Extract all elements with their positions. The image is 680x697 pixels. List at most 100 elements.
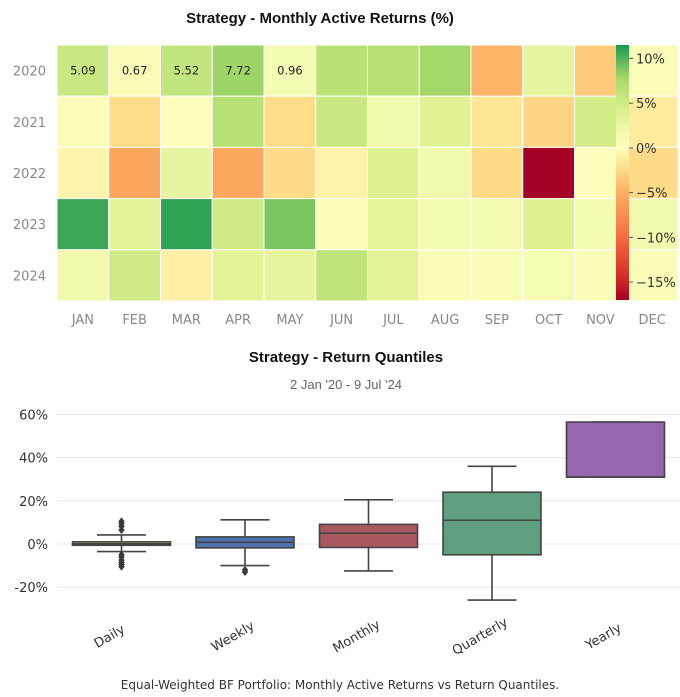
heatmap-cell bbox=[211, 249, 265, 302]
heatmap-cell bbox=[367, 146, 420, 200]
heatmap-cell bbox=[522, 249, 575, 302]
heatmap-y-tick-label: 2020 bbox=[13, 65, 46, 80]
heatmap-chart: Strategy - Monthly Active Returns (%) 5.… bbox=[13, 10, 679, 328]
heatmap-cell bbox=[522, 44, 575, 97]
boxplot-boxes bbox=[71, 421, 666, 601]
figure-svg: Strategy - Monthly Active Returns (%) 5.… bbox=[13, 10, 680, 659]
colorbar bbox=[616, 45, 629, 300]
heatmap-cell bbox=[56, 198, 110, 251]
heatmap-cell bbox=[56, 95, 110, 148]
heatmap-x-tick-label: APR bbox=[225, 313, 251, 328]
heatmap-y-tick-label: 2022 bbox=[13, 167, 46, 182]
heatmap-annotations: 5.09 0.67 5.52 7.72 0.96 bbox=[70, 64, 303, 78]
box-yearly bbox=[565, 421, 666, 478]
heatmap-cell bbox=[160, 249, 213, 302]
heatmap-cell bbox=[315, 146, 368, 200]
heatmap-x-tick-label: FEB bbox=[122, 313, 147, 328]
colorbar-tick-label: 10% bbox=[636, 52, 665, 67]
heatmap-cell bbox=[367, 249, 420, 302]
heatmap-cell bbox=[625, 146, 679, 200]
boxplot-x-tick-label: Yearly bbox=[582, 621, 624, 654]
heatmap-cell bbox=[263, 146, 317, 200]
heatmap-x-tick-label: JAN bbox=[71, 313, 94, 328]
boxplot-title: Strategy - Return Quantiles bbox=[249, 349, 443, 366]
box-daily bbox=[71, 517, 172, 571]
heatmap-x-tick-label: OCT bbox=[535, 313, 562, 328]
heatmap-cell bbox=[56, 44, 110, 97]
boxplot-x-tick-label: Quarterly bbox=[450, 615, 511, 659]
heatmap-cell bbox=[160, 198, 213, 251]
boxplot-x-ticks: Daily Weekly Monthly Quarterly Yearly bbox=[92, 615, 625, 659]
box-quarterly bbox=[442, 465, 542, 601]
box-weekly bbox=[195, 519, 295, 577]
heatmap-x-tick-label: MAY bbox=[276, 313, 303, 328]
heatmap-title: Strategy - Monthly Active Returns (%) bbox=[186, 10, 454, 27]
heatmap-y-tick-label: 2021 bbox=[13, 116, 46, 131]
heatmap-cell bbox=[56, 146, 110, 200]
heatmap-cell bbox=[418, 146, 472, 200]
heatmap-cell bbox=[315, 249, 368, 302]
heatmap-cell bbox=[625, 249, 679, 302]
heatmap-cell-label: 0.96 bbox=[277, 64, 303, 78]
colorbar-tick-label: −5% bbox=[636, 187, 668, 202]
boxplot-y-tick-label: 20% bbox=[19, 495, 48, 510]
heatmap-cell bbox=[367, 95, 420, 148]
box-outlier bbox=[241, 568, 249, 577]
heatmap-cell-label: 0.67 bbox=[122, 64, 148, 78]
heatmap-cell bbox=[470, 249, 524, 302]
boxplot-y-tick-label: 0% bbox=[27, 538, 48, 553]
heatmap-y-ticks: 2020 2021 2022 2023 2024 bbox=[13, 65, 46, 285]
heatmap-cell bbox=[160, 44, 213, 97]
heatmap-cell bbox=[315, 198, 368, 251]
heatmap-x-tick-label: DEC bbox=[638, 313, 665, 328]
heatmap-cell bbox=[108, 198, 161, 251]
heatmap-cell bbox=[160, 95, 213, 148]
boxplot-y-ticks: 60% 40% 20% 0% -20% bbox=[14, 409, 48, 597]
heatmap-cell-label: 7.72 bbox=[225, 64, 251, 78]
heatmap-cell bbox=[367, 44, 420, 97]
heatmap-cell bbox=[211, 198, 265, 251]
boxplot-x-tick-label: Daily bbox=[92, 622, 128, 652]
colorbar-ticks: 10% 5% 0% −5% −10% −15% bbox=[629, 52, 676, 291]
heatmap-x-tick-label: NOV bbox=[586, 313, 615, 328]
heatmap-x-tick-label: SEP bbox=[485, 313, 509, 328]
box-outlier bbox=[118, 562, 125, 571]
heatmap-cell bbox=[418, 249, 472, 302]
boxplot-y-tick-label: -20% bbox=[14, 581, 48, 596]
heatmap-y-tick-label: 2023 bbox=[13, 218, 46, 233]
heatmap-cell bbox=[108, 95, 161, 148]
heatmap-cell bbox=[418, 95, 472, 148]
boxplot-x-tick-label: Monthly bbox=[330, 617, 383, 656]
heatmap-cell bbox=[418, 44, 472, 97]
heatmap-cells bbox=[56, 44, 679, 302]
colorbar-tick-label: −10% bbox=[636, 231, 676, 246]
boxplot-y-tick-label: 40% bbox=[19, 452, 48, 467]
colorbar-tick-label: 5% bbox=[636, 97, 657, 112]
box-iqr bbox=[565, 421, 666, 478]
heatmap-x-tick-label: MAR bbox=[172, 313, 201, 328]
heatmap-cell bbox=[470, 198, 524, 251]
heatmap-x-tick-label: JUN bbox=[329, 313, 353, 328]
boxplot-y-tick-label: 60% bbox=[19, 409, 48, 424]
heatmap-x-ticks: JAN FEB MAR APR MAY JUN JUL AUG SEP OCT NOV DEC bbox=[71, 313, 666, 328]
box-iqr bbox=[318, 523, 419, 549]
heatmap-cell bbox=[56, 249, 110, 302]
heatmap-cell bbox=[108, 44, 161, 97]
figure-caption: Equal-Weighted BF Portfolio: Monthly Act… bbox=[120, 678, 560, 692]
heatmap-x-tick-label: AUG bbox=[431, 313, 459, 328]
heatmap-cell-label: 5.52 bbox=[174, 64, 200, 78]
heatmap-cell bbox=[418, 198, 472, 251]
box-iqr bbox=[442, 491, 542, 556]
box-outlier bbox=[118, 525, 125, 534]
heatmap-cell bbox=[263, 198, 317, 251]
heatmap-cell bbox=[263, 95, 317, 148]
heatmap-cell-label: 5.09 bbox=[70, 64, 96, 78]
heatmap-cell bbox=[315, 95, 368, 148]
boxplot-subtitle: 2 Jan '20 - 9 Jul '24 bbox=[290, 377, 402, 392]
heatmap-y-tick-label: 2024 bbox=[13, 269, 46, 284]
boxplot-chart: Strategy - Return Quantiles 2 Jan '20 - … bbox=[14, 349, 680, 659]
heatmap-cell bbox=[315, 44, 368, 97]
heatmap-cell bbox=[211, 95, 265, 148]
heatmap-cell bbox=[211, 146, 265, 200]
